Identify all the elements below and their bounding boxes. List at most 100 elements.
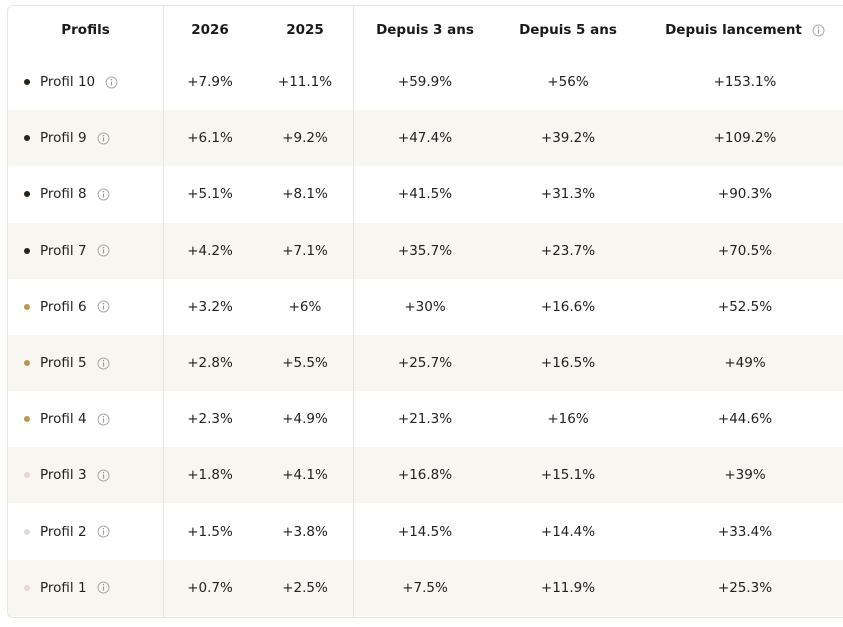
- value-text: +35.7%: [397, 242, 453, 259]
- value-text: +39%: [724, 467, 766, 484]
- value-cell: +16.8%: [353, 447, 497, 503]
- info-icon[interactable]: [97, 413, 110, 426]
- header-text: Depuis 5 ans: [519, 22, 617, 38]
- info-icon[interactable]: [97, 525, 110, 538]
- profile-dot: [24, 191, 30, 198]
- value-text: +15.1%: [540, 467, 596, 484]
- profile-cell: Profil 9: [24, 110, 163, 166]
- profile-name: Profil 7: [40, 242, 87, 259]
- value-text: +14.5%: [397, 523, 453, 540]
- header-row: Profils 2026 2025 Depuis 3 ans Depuis 5 ans D…: [8, 6, 843, 55]
- info-icon[interactable]: [97, 469, 110, 482]
- value-cell: +16%: [497, 391, 639, 447]
- header-text: 2025: [286, 22, 324, 38]
- profile-name: Profil 2: [40, 523, 87, 540]
- value-cell: +4.9%: [257, 391, 353, 447]
- value-cell: +90.3%: [639, 166, 843, 222]
- table-row: Profil 8 +5.1% +8.1% +41.5% +31.3% +90.3%: [8, 166, 843, 223]
- value-cell: +2.8%: [163, 335, 257, 391]
- info-icon[interactable]: [97, 357, 110, 370]
- info-icon[interactable]: [97, 581, 110, 594]
- header-cell: 2026: [163, 6, 257, 54]
- value-cell: +49%: [639, 335, 843, 391]
- table-row: Profil 3 +1.8% +4.1% +16.8% +15.1% +39%: [8, 447, 843, 504]
- performance-table: Profils 2026 2025 Depuis 3 ans Depuis 5 ans D…: [7, 5, 843, 618]
- value-cell: +25.7%: [353, 335, 497, 391]
- value-text: +16.5%: [540, 355, 596, 371]
- value-cell: +3.8%: [257, 504, 353, 560]
- value-text: +47.4%: [397, 130, 453, 147]
- value-text: +41.5%: [397, 186, 453, 203]
- profile-dot: [24, 360, 30, 366]
- value-text: +3.8%: [282, 523, 328, 540]
- value-text: +2.5%: [282, 579, 328, 596]
- value-text: +11.9%: [540, 579, 596, 596]
- value-text: +0.7%: [187, 579, 233, 596]
- column-divider: [353, 6, 354, 617]
- value-cell: +44.6%: [639, 391, 843, 447]
- value-text: +7.1%: [282, 242, 328, 259]
- table-row: Profil 4 +2.3% +4.9% +21.3% +16% +44.6%: [8, 391, 843, 448]
- profile-cell: Profil 7: [24, 223, 163, 279]
- value-cell: +16.5%: [497, 335, 639, 391]
- value-text: +44.6%: [717, 411, 773, 428]
- table-row: Profil 5 +2.8% +5.5% +25.7% +16.5% +49%: [8, 335, 843, 391]
- value-text: +14.4%: [540, 523, 596, 540]
- value-cell: +25.3%: [639, 560, 843, 616]
- info-icon[interactable]: [105, 76, 118, 89]
- value-cell: +33.4%: [639, 504, 843, 560]
- header-cell: 2025: [257, 6, 353, 54]
- profile-cell: Profil 10: [24, 54, 163, 110]
- value-text: +3.2%: [187, 298, 233, 315]
- value-text: +25.7%: [397, 355, 453, 371]
- info-icon[interactable]: [812, 24, 825, 37]
- value-cell: +7.1%: [257, 223, 353, 279]
- profile-name: Profil 6: [40, 298, 87, 315]
- value-cell: +153.1%: [639, 54, 843, 110]
- value-text: +49%: [724, 355, 766, 371]
- info-icon[interactable]: [97, 132, 110, 145]
- table-row: Profil 2 +1.5% +3.8% +14.5% +14.4% +33.4%: [8, 503, 843, 560]
- value-text: +8.1%: [282, 186, 328, 203]
- value-text: +59.9%: [397, 74, 453, 90]
- profile-cell: Profil 8: [24, 166, 163, 222]
- table-row: Profil 7 +4.2% +7.1% +35.7% +23.7% +70.5%: [8, 222, 843, 279]
- header-text: 2026: [191, 22, 229, 38]
- value-cell: +2.5%: [257, 560, 353, 616]
- value-cell: +30%: [353, 279, 497, 335]
- value-cell: +59.9%: [353, 54, 497, 110]
- profile-dot: [24, 528, 30, 535]
- profile-name: Profil 10: [40, 74, 96, 90]
- value-cell: +47.4%: [353, 110, 497, 166]
- profile-cell: Profil 5: [24, 335, 163, 391]
- value-text: +9.2%: [282, 130, 328, 147]
- table-row: Profil 1 +0.7% +2.5% +7.5% +11.9% +25.3%: [8, 559, 843, 616]
- info-icon[interactable]: [97, 300, 110, 313]
- profile-name: Profil 8: [40, 186, 87, 203]
- value-text: +16.8%: [397, 467, 453, 484]
- value-text: +109.2%: [713, 130, 777, 147]
- header-text: Depuis 3 ans: [376, 22, 474, 38]
- profile-dot: [24, 79, 30, 85]
- value-cell: +6%: [257, 279, 353, 335]
- profile-dot: [24, 247, 30, 254]
- value-cell: +70.5%: [639, 223, 843, 279]
- value-text: +7.9%: [187, 74, 233, 90]
- value-text: +23.7%: [540, 242, 596, 259]
- value-cell: +7.9%: [163, 54, 257, 110]
- header-cell: Profils: [8, 6, 163, 54]
- profile-cell: Profil 2: [24, 504, 163, 560]
- profile-name: Profil 5: [40, 355, 87, 371]
- value-cell: +23.7%: [497, 223, 639, 279]
- value-text: +52.5%: [717, 298, 773, 315]
- profile-dot: [24, 472, 30, 479]
- info-icon[interactable]: [97, 244, 110, 257]
- value-text: +4.1%: [282, 467, 328, 484]
- value-cell: +39%: [639, 447, 843, 503]
- value-cell: +14.5%: [353, 504, 497, 560]
- info-icon[interactable]: [97, 188, 110, 201]
- value-text: +2.3%: [187, 411, 233, 428]
- value-text: +4.9%: [282, 411, 328, 428]
- value-cell: +14.4%: [497, 504, 639, 560]
- column-divider: [163, 6, 164, 617]
